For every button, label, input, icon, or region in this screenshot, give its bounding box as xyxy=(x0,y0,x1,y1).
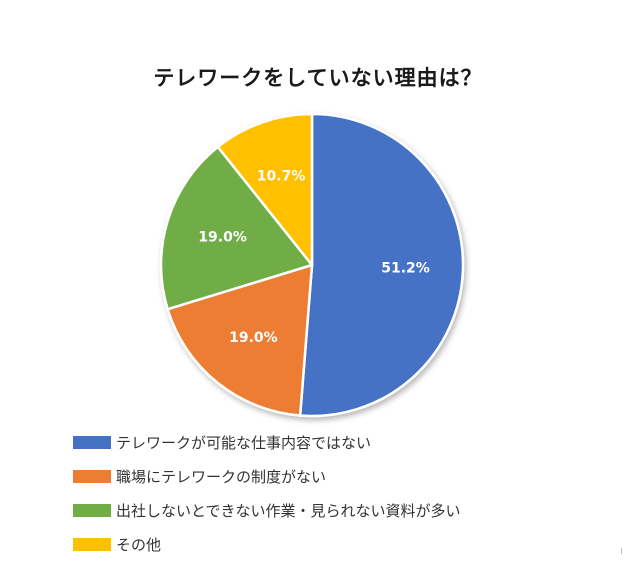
pie-data-labels: 51.2% 19.0% 19.0% 10.7% xyxy=(198,169,430,346)
legend-label-3: 出社しないとできない作業・見られない資料が多い xyxy=(116,501,461,520)
pie-data-label-3: 19.0% xyxy=(198,229,247,245)
legend-swatch-4 xyxy=(73,537,111,551)
corner-tick-mark xyxy=(621,548,622,554)
legend-label-1: テレワークが可能な仕事内容ではない xyxy=(116,433,372,452)
chart-title: テレワークをしていない理由は？ xyxy=(153,66,483,90)
legend-item-4: その他 xyxy=(73,527,461,561)
legend-swatch-3 xyxy=(73,503,111,517)
legend-swatch-1 xyxy=(73,435,111,449)
pie-slices xyxy=(159,112,465,418)
legend-label-2: 職場にテレワークの制度がない xyxy=(116,467,327,486)
legend-item-3: 出社しないとできない作業・見られない資料が多い xyxy=(73,493,461,527)
legend-item-1: テレワークが可能な仕事内容ではない xyxy=(73,425,461,459)
chart-legend: テレワークが可能な仕事内容ではない 職場にテレワークの制度がない出社しないとできな… xyxy=(73,425,461,561)
pie-slice-2 xyxy=(166,263,314,417)
pie-slice-1 xyxy=(298,112,465,418)
legend-swatch-2 xyxy=(73,469,111,483)
legend-item-2: 職場にテレワークの制度がない xyxy=(73,459,461,493)
pie-data-label-4: 10.7% xyxy=(257,169,306,185)
pie-slice-4 xyxy=(216,112,314,267)
pie-data-label-1: 51.2% xyxy=(381,261,430,277)
legend-label-4: その他 xyxy=(116,535,162,554)
pie-data-label-2: 19.0% xyxy=(229,330,278,346)
pie-slice-3 xyxy=(159,145,314,311)
